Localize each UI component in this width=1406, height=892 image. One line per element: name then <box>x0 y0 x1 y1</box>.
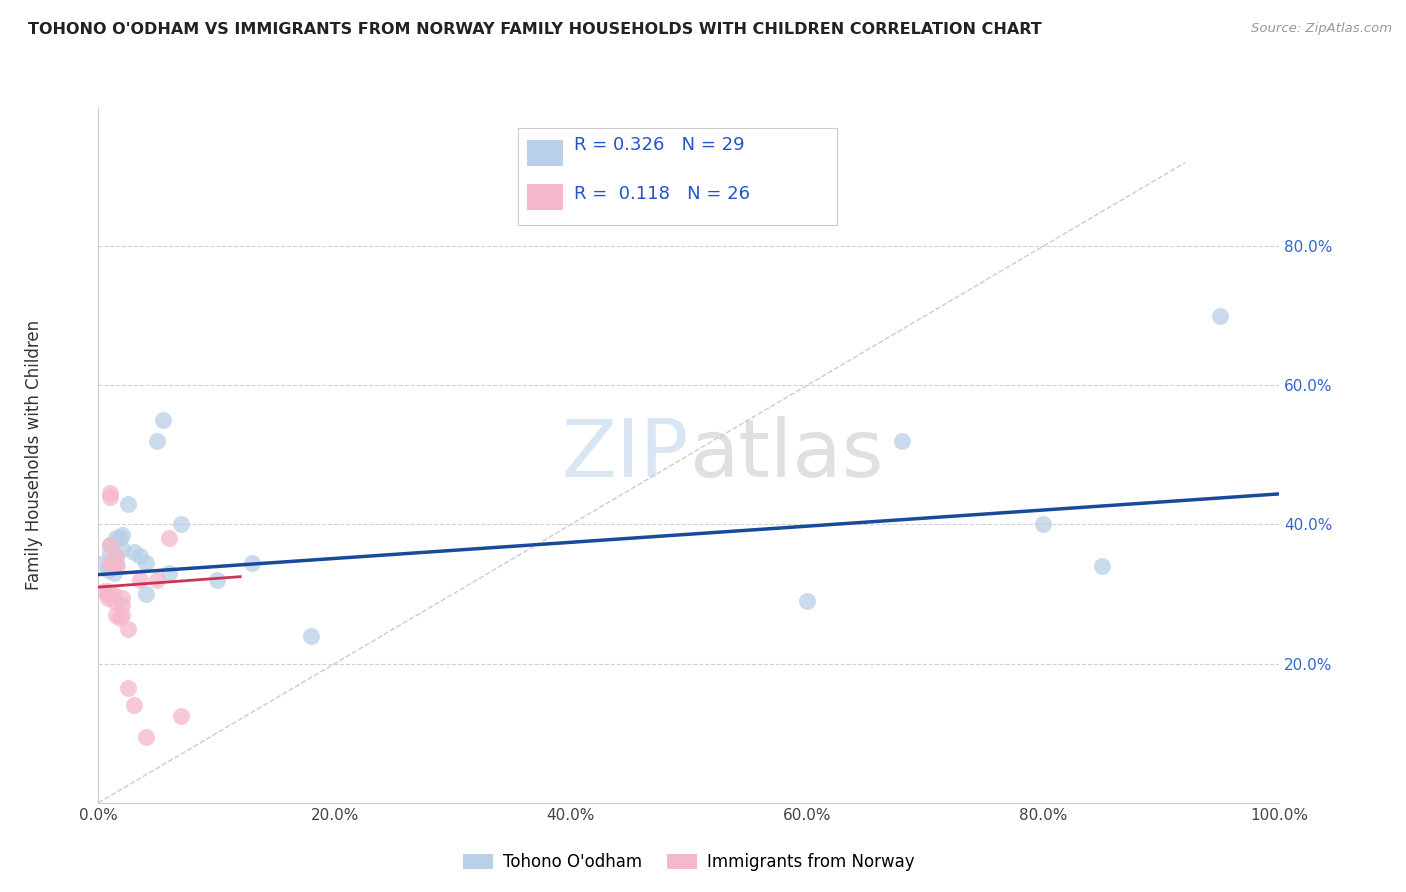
Point <box>105 607 128 622</box>
Point <box>97 583 120 598</box>
Point <box>135 556 157 570</box>
Point <box>105 556 128 570</box>
Point <box>111 541 134 556</box>
Point <box>111 607 134 622</box>
Point <box>93 583 115 598</box>
Point <box>299 629 322 643</box>
Point <box>111 598 134 612</box>
Point <box>170 708 193 723</box>
Point <box>98 545 121 559</box>
Point <box>101 559 124 574</box>
Point <box>1091 559 1114 574</box>
Point <box>122 545 145 559</box>
Point <box>1032 517 1054 532</box>
Point <box>146 573 169 587</box>
Point <box>135 730 157 744</box>
Legend: Tohono O'odham, Immigrants from Norway: Tohono O'odham, Immigrants from Norway <box>457 847 921 878</box>
Point <box>105 549 128 563</box>
Point <box>117 681 139 695</box>
Text: R = 0.326   N = 29: R = 0.326 N = 29 <box>575 136 745 154</box>
Y-axis label: Family Households with Children: Family Households with Children <box>25 320 42 590</box>
Point <box>108 611 131 625</box>
Point <box>128 549 150 563</box>
Point <box>157 566 180 581</box>
Point <box>146 434 169 448</box>
Bar <box>527 140 562 166</box>
Bar <box>527 184 562 210</box>
Point <box>117 497 139 511</box>
Point <box>117 622 139 636</box>
Point <box>111 528 134 542</box>
Point <box>105 532 128 546</box>
Text: atlas: atlas <box>689 416 883 494</box>
Point <box>98 490 121 504</box>
Text: R =  0.118   N = 26: R = 0.118 N = 26 <box>575 185 751 203</box>
Point <box>93 556 115 570</box>
Point <box>108 532 131 546</box>
Point <box>101 559 124 574</box>
Text: Source: ZipAtlas.com: Source: ZipAtlas.com <box>1251 22 1392 36</box>
Point <box>105 559 128 574</box>
Point <box>98 486 121 500</box>
Point <box>98 538 121 552</box>
FancyBboxPatch shape <box>517 128 837 226</box>
Point <box>98 538 121 552</box>
Text: ZIP: ZIP <box>561 416 689 494</box>
Point <box>97 591 120 605</box>
Point <box>152 413 174 427</box>
Point <box>103 594 125 608</box>
Point <box>122 698 145 713</box>
Point <box>128 573 150 587</box>
Point <box>101 587 124 601</box>
Point <box>103 566 125 581</box>
Point <box>105 549 128 563</box>
Point <box>96 587 118 601</box>
Point <box>97 563 120 577</box>
Point <box>240 556 263 570</box>
Point <box>205 573 228 587</box>
Point <box>98 556 121 570</box>
Point <box>170 517 193 532</box>
Text: TOHONO O'ODHAM VS IMMIGRANTS FROM NORWAY FAMILY HOUSEHOLDS WITH CHILDREN CORRELA: TOHONO O'ODHAM VS IMMIGRANTS FROM NORWAY… <box>28 22 1042 37</box>
Point <box>157 532 180 546</box>
Point <box>111 591 134 605</box>
Point <box>890 434 912 448</box>
Point <box>1209 309 1232 323</box>
Point <box>796 594 818 608</box>
Point <box>135 587 157 601</box>
